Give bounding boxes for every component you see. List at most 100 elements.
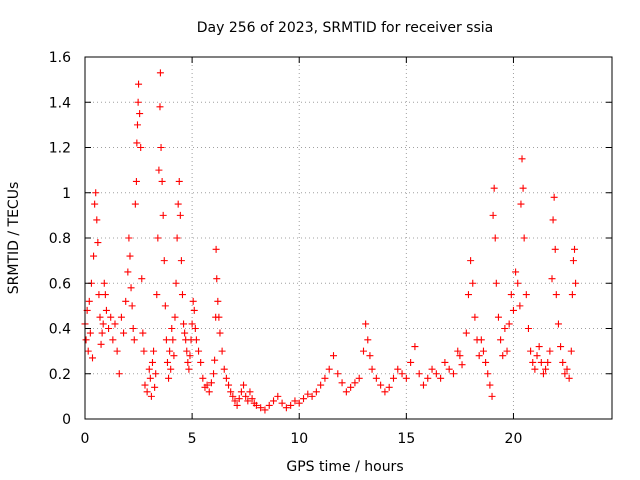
data-point xyxy=(381,388,389,396)
data-point xyxy=(126,252,134,260)
data-point xyxy=(109,336,117,344)
data-point xyxy=(529,358,537,366)
data-point xyxy=(366,352,374,360)
data-point xyxy=(372,374,380,382)
data-point xyxy=(359,347,367,355)
y-tick-label: 1.6 xyxy=(49,50,71,66)
data-point xyxy=(130,336,138,344)
data-point xyxy=(82,336,90,344)
data-point xyxy=(159,211,167,219)
data-point xyxy=(205,388,213,396)
data-point xyxy=(210,370,218,378)
data-point xyxy=(125,234,133,242)
data-point xyxy=(456,352,464,360)
data-point xyxy=(163,358,171,366)
data-point xyxy=(475,352,483,360)
data-point xyxy=(542,365,550,373)
y-tick-label: 1.2 xyxy=(49,141,71,157)
data-point xyxy=(84,347,92,355)
data-point xyxy=(522,291,530,299)
data-point xyxy=(497,336,505,344)
data-point xyxy=(137,144,145,151)
data-point xyxy=(151,383,159,391)
data-point xyxy=(167,365,175,373)
data-point xyxy=(170,352,178,360)
data-point xyxy=(190,306,198,314)
data-point xyxy=(180,320,188,328)
data-point xyxy=(99,320,107,328)
data-point xyxy=(518,155,526,163)
data-point xyxy=(162,336,170,344)
data-point xyxy=(100,279,108,287)
data-point xyxy=(491,234,499,242)
data-point xyxy=(102,306,110,314)
data-point xyxy=(235,395,243,403)
x-axis-label: GPS time / hours xyxy=(286,459,403,475)
data-point xyxy=(117,313,125,321)
data-point xyxy=(477,336,485,344)
data-point xyxy=(441,358,449,366)
data-point xyxy=(181,329,189,337)
data-point xyxy=(216,329,224,337)
data-point xyxy=(195,347,203,355)
data-point xyxy=(535,343,543,351)
data-point xyxy=(171,313,179,321)
data-point xyxy=(227,388,235,396)
data-point xyxy=(91,200,99,208)
data-point xyxy=(295,399,303,407)
data-point xyxy=(183,347,191,355)
y-tick-label: 0.8 xyxy=(49,231,71,247)
data-point xyxy=(325,365,333,373)
data-point xyxy=(484,370,492,378)
data-point xyxy=(145,365,153,373)
data-point xyxy=(146,374,154,382)
data-point xyxy=(124,268,132,276)
data-point xyxy=(132,177,140,185)
data-point xyxy=(122,297,130,305)
data-point xyxy=(492,279,500,287)
data-point xyxy=(524,325,532,332)
data-point xyxy=(291,397,299,405)
data-point xyxy=(458,361,466,369)
data-point xyxy=(203,381,211,389)
data-point xyxy=(156,69,164,77)
data-point xyxy=(242,392,250,400)
data-point xyxy=(571,245,579,253)
data-point xyxy=(141,381,149,389)
data-point xyxy=(490,184,498,192)
data-point xyxy=(222,374,230,382)
data-point xyxy=(115,370,123,378)
data-point xyxy=(158,177,166,185)
data-point xyxy=(552,291,560,299)
data-point xyxy=(411,343,419,351)
data-point xyxy=(161,302,169,310)
data-point xyxy=(565,374,573,382)
data-point xyxy=(143,388,151,396)
data-point xyxy=(559,358,567,366)
data-point xyxy=(148,358,156,366)
data-point xyxy=(211,356,219,364)
y-tick-label: 0 xyxy=(62,412,71,428)
data-point xyxy=(509,306,517,314)
data-point xyxy=(539,370,547,378)
data-point xyxy=(246,388,254,396)
data-point xyxy=(471,313,479,321)
data-point xyxy=(157,144,165,151)
data-point xyxy=(233,401,241,409)
data-point xyxy=(428,365,436,373)
data-point xyxy=(153,291,161,299)
data-point xyxy=(274,392,282,400)
data-point xyxy=(160,257,168,265)
data-point xyxy=(92,189,100,197)
data-point xyxy=(139,329,147,337)
data-point xyxy=(86,329,94,337)
data-point xyxy=(334,370,342,378)
data-point xyxy=(185,365,193,373)
data-point xyxy=(501,325,509,332)
data-point xyxy=(231,397,239,405)
data-point xyxy=(101,291,109,299)
data-point xyxy=(312,388,320,396)
data-point xyxy=(317,381,325,389)
data-point xyxy=(503,347,511,355)
